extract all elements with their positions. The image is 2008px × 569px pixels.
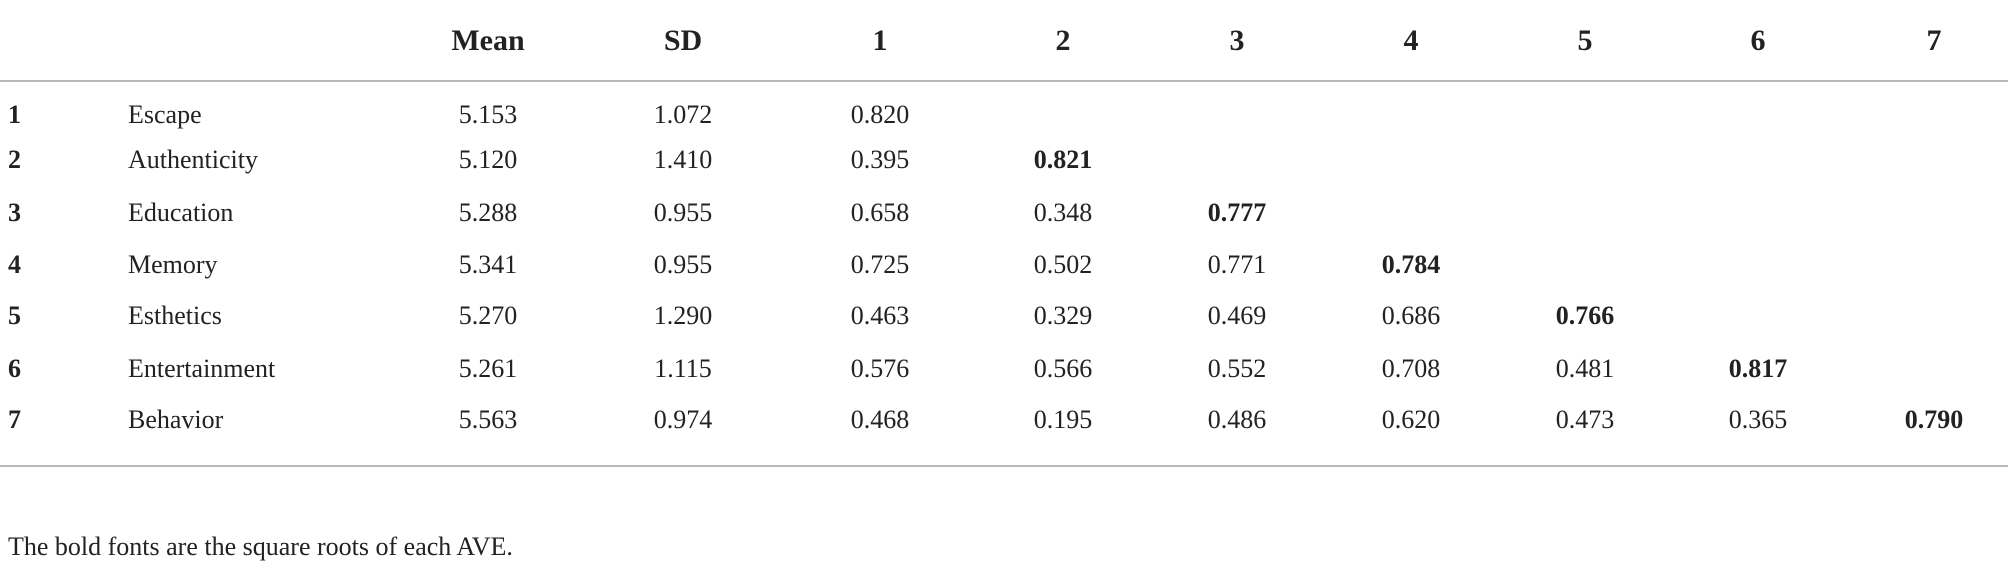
diagonal-value: 0.817 — [1728, 354, 1788, 383]
row-label: Escape — [128, 100, 202, 129]
column-header: 7 — [1926, 24, 1942, 57]
table-value: 0.552 — [1207, 354, 1267, 383]
table-value: 5.120 — [458, 145, 518, 174]
row-label: Behavior — [128, 405, 224, 434]
table-value: 0.473 — [1555, 405, 1615, 434]
row-number: 2 — [8, 145, 21, 174]
table-value: 1.072 — [653, 100, 713, 129]
table-value: 5.153 — [458, 100, 518, 129]
table-value: 0.974 — [653, 405, 713, 434]
row-label: Memory — [128, 250, 218, 279]
table-value: 0.955 — [653, 198, 713, 227]
table-value: 0.329 — [1033, 301, 1093, 330]
table-value: 1.410 — [653, 145, 713, 174]
table-value: 0.365 — [1728, 405, 1788, 434]
table-note: The bold fonts are the square roots of e… — [8, 532, 513, 561]
diagonal-value: 0.821 — [1033, 145, 1093, 174]
table-value: 1.115 — [654, 354, 712, 383]
column-header: 2 — [1055, 24, 1071, 57]
table-value: 0.708 — [1381, 354, 1441, 383]
row-label: Authenticity — [128, 145, 258, 174]
column-header: 6 — [1750, 24, 1766, 57]
table-value: 0.771 — [1207, 250, 1267, 279]
table-value: 0.576 — [850, 354, 910, 383]
table-value: 5.341 — [458, 250, 518, 279]
row-number: 1 — [8, 100, 21, 129]
column-header: 4 — [1403, 24, 1419, 57]
row-label: Entertainment — [128, 354, 276, 383]
header-rule — [0, 80, 2008, 82]
column-header: 3 — [1229, 24, 1245, 57]
table-value: 0.469 — [1207, 301, 1267, 330]
row-label: Esthetics — [128, 301, 222, 330]
row-number: 7 — [8, 405, 21, 434]
table-value: 1.290 — [653, 301, 713, 330]
table-value: 0.468 — [850, 405, 910, 434]
column-header: 1 — [872, 24, 888, 57]
table-value: 0.686 — [1381, 301, 1441, 330]
row-number: 6 — [8, 354, 21, 383]
column-header: Mean — [451, 24, 525, 57]
diagonal-value: 0.790 — [1904, 405, 1964, 434]
table-value: 0.955 — [653, 250, 713, 279]
row-number: 4 — [8, 250, 21, 279]
table-value: 0.820 — [850, 100, 910, 129]
table-value: 0.395 — [850, 145, 910, 174]
bottom-rule — [0, 465, 2008, 467]
table-value: 0.481 — [1555, 354, 1615, 383]
table-value: 0.658 — [850, 198, 910, 227]
table-value: 0.486 — [1207, 405, 1267, 434]
table-value: 5.563 — [458, 405, 518, 434]
row-number: 5 — [8, 301, 21, 330]
table-value: 0.348 — [1033, 198, 1093, 227]
table-value: 0.566 — [1033, 354, 1093, 383]
table-value: 0.725 — [850, 250, 910, 279]
diagonal-value: 0.777 — [1207, 198, 1267, 227]
row-label: Education — [128, 198, 234, 227]
table-value: 0.502 — [1033, 250, 1093, 279]
table-value: 5.288 — [458, 198, 518, 227]
row-number: 3 — [8, 198, 21, 227]
table-value: 5.270 — [458, 301, 518, 330]
column-header: 5 — [1577, 24, 1593, 57]
column-header: SD — [663, 24, 703, 57]
table-value: 0.620 — [1381, 405, 1441, 434]
diagonal-value: 0.766 — [1555, 301, 1615, 330]
table-value: 5.261 — [458, 354, 518, 383]
table-value: 0.463 — [850, 301, 910, 330]
diagonal-value: 0.784 — [1381, 250, 1441, 279]
table-value: 0.195 — [1033, 405, 1093, 434]
